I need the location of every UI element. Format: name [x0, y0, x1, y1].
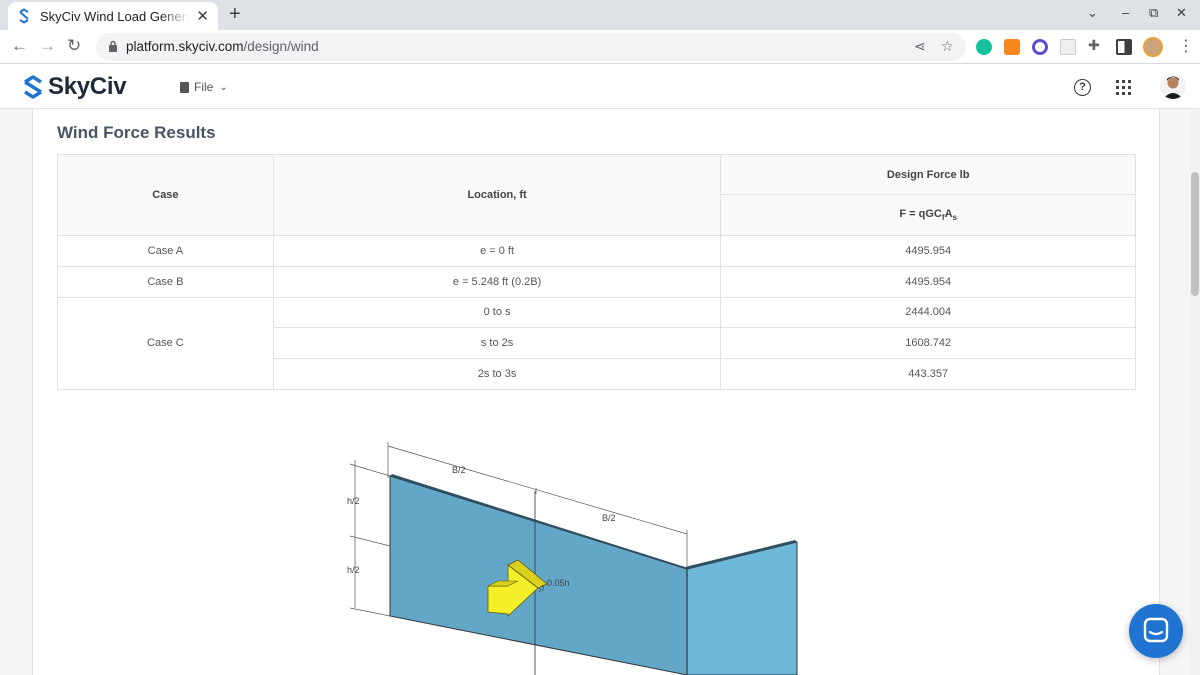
profile-avatar[interactable]	[1143, 37, 1163, 57]
label-h-half-2: h/2	[347, 565, 360, 575]
browser-menu-icon[interactable]: ⋮	[1178, 38, 1194, 55]
table-row: Case C 0 to s 2444.004	[57, 296, 1136, 390]
tab-close-icon[interactable]: ✕	[196, 8, 209, 25]
main-content: Wind Force Results Case Location, ft Des…	[0, 109, 1190, 675]
share-icon[interactable]: ⋖	[914, 38, 926, 54]
label-b-half-2: B/2	[602, 513, 616, 523]
table-header-row: Case Location, ft Design Force lb	[57, 154, 1136, 236]
browser-toolbar: ← → ↻ platform.skyciv.com/design/wind ⋖ …	[0, 30, 1200, 64]
brand-name: SkyCiv	[48, 73, 127, 100]
cell-location: e = 5.248 ft (0.2B)	[272, 265, 722, 298]
column-header-case: Case	[57, 154, 274, 236]
file-menu-label: File	[194, 80, 214, 94]
bookmark-star-icon[interactable]: ☆	[941, 38, 954, 54]
cell-force: 2444.004	[720, 296, 1136, 329]
lock-icon[interactable]	[108, 40, 118, 52]
extensions-puzzle-icon[interactable]: ✚	[1088, 37, 1100, 53]
url-text: platform.skyciv.com/design/wind	[126, 39, 319, 54]
wind-force-table: Case Location, ft Design Force lb F = qG…	[57, 154, 1136, 390]
cell-case: Case A	[57, 235, 274, 267]
metamask-extension-icon[interactable]	[1004, 39, 1020, 55]
cell-force: 4495.954	[720, 265, 1136, 298]
chevron-down-icon: ⌄	[219, 81, 228, 93]
table-row: 2s to 3s 443.357	[58, 358, 1136, 390]
cell-case: Case B	[57, 265, 274, 298]
wind-force-arrow-icon	[487, 559, 548, 617]
label-h-half-1: h/2	[347, 496, 360, 506]
label-b-half-1: B/2	[452, 465, 466, 475]
side-panel-icon[interactable]	[1116, 39, 1132, 55]
file-icon	[180, 81, 189, 93]
scrollbar-thumb[interactable]	[1191, 172, 1199, 296]
restore-icon[interactable]: ⧉	[1149, 5, 1159, 20]
tab-search-icon[interactable]: ⌄	[1087, 5, 1098, 20]
scrollbar-track[interactable]	[1190, 109, 1200, 675]
cell-force: 1608.742	[720, 327, 1136, 360]
extension-square-icon[interactable]	[1060, 39, 1076, 55]
skyciv-logo[interactable]: SkyCiv	[22, 73, 127, 101]
file-menu[interactable]: File ⌄	[180, 80, 228, 94]
browser-tab[interactable]: SkyCiv Wind Load Generat ✕	[8, 2, 218, 30]
apps-grid-icon[interactable]	[1116, 80, 1131, 95]
cell-location: 0 to s	[272, 296, 722, 329]
app-header: SkyCiv File ⌄ ?	[0, 64, 1200, 109]
main-wall	[389, 475, 688, 675]
cell-force: 443.357	[720, 358, 1136, 390]
side-wall	[686, 541, 798, 675]
new-tab-button[interactable]: +	[229, 3, 241, 25]
minimize-icon[interactable]: –	[1122, 5, 1130, 20]
forward-icon[interactable]: →	[39, 36, 56, 55]
browser-tab-strip: SkyCiv Wind Load Generat ✕ + ⌄ – ⧉ ✕	[0, 0, 1200, 30]
chat-launcher-button[interactable]	[1129, 604, 1183, 658]
close-window-icon[interactable]: ✕	[1176, 5, 1187, 20]
cell-location: s to 2s	[272, 327, 722, 360]
table-subheader-row: F = qGCfAs	[58, 194, 1136, 236]
table-row: s to 2s 1608.742	[58, 327, 1136, 360]
address-bar[interactable]: platform.skyciv.com/design/wind ⋖ ☆	[96, 33, 966, 61]
cell-location: e = 0 ft	[272, 235, 722, 267]
column-header-design-force: Design Force lb	[720, 154, 1136, 195]
label-offset: 0.05h	[547, 578, 570, 588]
cell-case: Case C	[57, 296, 274, 390]
section-title: Wind Force Results	[57, 123, 216, 142]
help-icon[interactable]: ?	[1074, 79, 1091, 96]
user-avatar-icon	[1163, 76, 1183, 99]
tab-title: SkyCiv Wind Load Generat	[40, 8, 190, 24]
chat-icon	[1143, 617, 1169, 643]
wind-load-diagram: B/2 B/2 h/2 h/2 0.05h	[347, 442, 798, 675]
skyciv-favicon-icon	[19, 8, 29, 24]
cell-force: 4495.954	[720, 235, 1136, 267]
column-header-location: Location, ft	[272, 154, 722, 236]
grammarly-extension-icon[interactable]	[976, 39, 992, 55]
extension-circle-icon[interactable]	[1032, 39, 1048, 55]
skyciv-logo-icon	[24, 75, 42, 99]
column-header-formula: F = qGCfAs	[720, 194, 1136, 236]
table-row: Case A e = 0 ft 4495.954	[57, 235, 1136, 267]
user-avatar[interactable]	[1160, 73, 1186, 99]
cell-location: 2s to 3s	[272, 358, 722, 390]
reload-icon[interactable]: ↻	[67, 36, 82, 55]
table-row: Case B e = 5.248 ft (0.2B) 4495.954	[57, 265, 1136, 298]
back-icon[interactable]: ←	[11, 36, 28, 55]
results-card: Wind Force Results Case Location, ft Des…	[32, 109, 1160, 675]
